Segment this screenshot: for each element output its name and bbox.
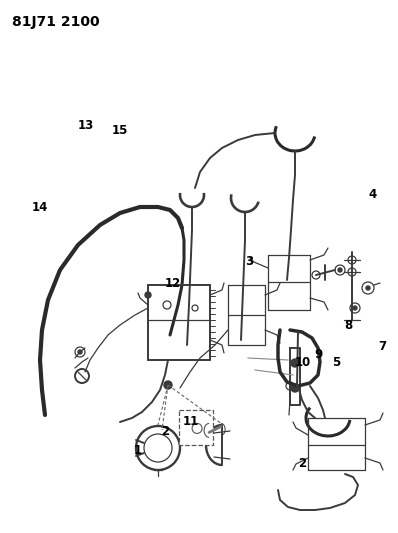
Text: 2: 2	[298, 457, 306, 470]
Text: 12: 12	[165, 277, 181, 290]
Text: 13: 13	[78, 119, 94, 132]
Text: 14: 14	[31, 201, 48, 214]
Circle shape	[338, 268, 342, 272]
Text: 3: 3	[245, 255, 253, 268]
Text: 5: 5	[332, 356, 340, 369]
Circle shape	[291, 359, 299, 367]
Circle shape	[353, 306, 357, 310]
Circle shape	[291, 384, 299, 392]
Bar	[179, 410, 213, 445]
Text: 11: 11	[183, 415, 199, 427]
Text: 7: 7	[378, 340, 386, 353]
Text: 81J71 2100: 81J71 2100	[12, 15, 100, 29]
Text: 4: 4	[368, 188, 376, 201]
Circle shape	[145, 292, 151, 298]
Circle shape	[366, 286, 370, 290]
Text: 2: 2	[161, 425, 169, 438]
Circle shape	[78, 350, 82, 354]
Text: 10: 10	[295, 356, 311, 369]
Text: 15: 15	[111, 124, 128, 137]
Text: 1: 1	[133, 444, 141, 457]
Text: 8: 8	[344, 319, 352, 332]
Text: 9: 9	[314, 348, 322, 361]
Circle shape	[164, 381, 172, 389]
